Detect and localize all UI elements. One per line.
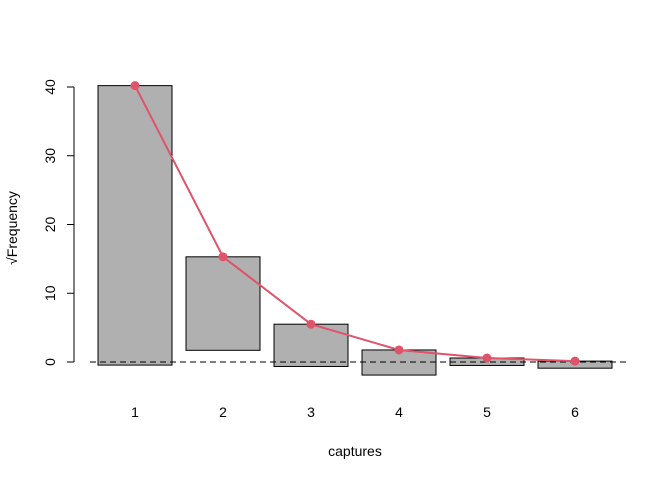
x-tick-label: 5: [483, 404, 491, 420]
fitted-point-3: [306, 319, 316, 329]
y-tick-label: 0: [42, 358, 58, 366]
fitted-line: [134, 85, 576, 363]
x-tick-label: 1: [131, 404, 139, 420]
y-axis-label: √Frequency: [4, 191, 20, 265]
y-tick-label: 30: [42, 148, 58, 164]
fitted-point-2: [218, 252, 228, 262]
y-tick-label: 40: [42, 79, 58, 95]
x-axis-label: captures: [328, 443, 382, 459]
bar-1: [97, 85, 173, 366]
x-tick-label: 2: [219, 404, 227, 420]
x-tick-label: 4: [395, 404, 403, 420]
x-axis-labels: 1 2 3 4 5 6: [131, 404, 579, 420]
fitted-point-1: [130, 81, 140, 91]
bar-2: [185, 256, 261, 351]
fitted-point-5: [482, 353, 492, 363]
y-tick-label: 20: [42, 217, 58, 233]
fitted-point-6: [570, 356, 580, 366]
y-tick-label: 10: [42, 285, 58, 301]
fitted-point-4: [394, 345, 404, 355]
x-tick-label: 6: [571, 404, 579, 420]
y-axis: 0 10 20 30 40: [42, 79, 75, 366]
x-tick-label: 3: [307, 404, 315, 420]
bar-3: [273, 323, 349, 367]
